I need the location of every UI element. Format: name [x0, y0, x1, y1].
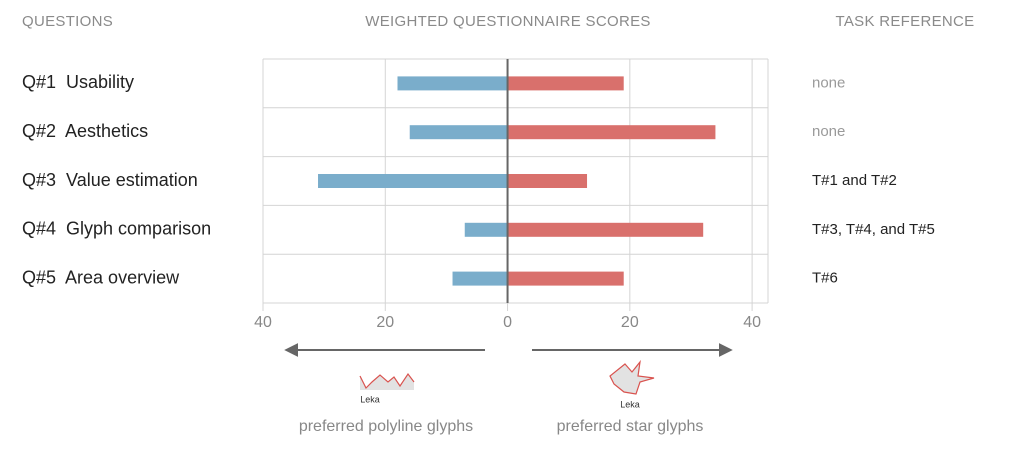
- star-glyph-icon: [609, 359, 655, 395]
- category-label: Q#3 Value estimation: [22, 170, 198, 190]
- x-tick-label: 0: [503, 314, 512, 331]
- x-tick-label: 20: [621, 314, 639, 331]
- glyph-label: Leka: [360, 394, 380, 404]
- bar: [507, 222, 704, 237]
- task-reference: none: [812, 123, 845, 140]
- x-tick-label: 40: [254, 314, 272, 331]
- x-tick-label: 20: [376, 314, 394, 331]
- category-label: Q#1 Usability: [22, 72, 134, 92]
- bar: [464, 222, 508, 237]
- category-label: Q#2 Aesthetics: [22, 121, 148, 141]
- header-questions: QUESTIONS: [22, 13, 113, 30]
- bar: [507, 76, 624, 91]
- header-task-reference: TASK REFERENCE: [836, 13, 975, 30]
- task-reference: none: [812, 74, 845, 91]
- header-scores: WEIGHTED QUESTIONNAIRE SCORES: [365, 13, 650, 30]
- category-label: Q#4 Glyph comparison: [22, 219, 211, 239]
- task-reference: T#6: [812, 270, 838, 287]
- legend-right: preferred star glyphs: [557, 418, 704, 435]
- task-reference: T#3, T#4, and T#5: [812, 221, 935, 238]
- legend-left: preferred polyline glyphs: [299, 418, 473, 435]
- bar: [397, 76, 508, 91]
- bar: [318, 174, 508, 188]
- bar: [507, 125, 716, 140]
- bar: [507, 174, 588, 188]
- polyline-glyph-icon: [359, 372, 415, 390]
- task-reference: T#1 and T#2: [812, 172, 897, 189]
- glyph-label: Leka: [620, 399, 640, 409]
- category-label: Q#5 Area overview: [22, 267, 180, 287]
- bar: [452, 271, 508, 286]
- bar: [507, 271, 624, 286]
- x-tick-label: 40: [743, 314, 761, 331]
- bar: [409, 125, 508, 140]
